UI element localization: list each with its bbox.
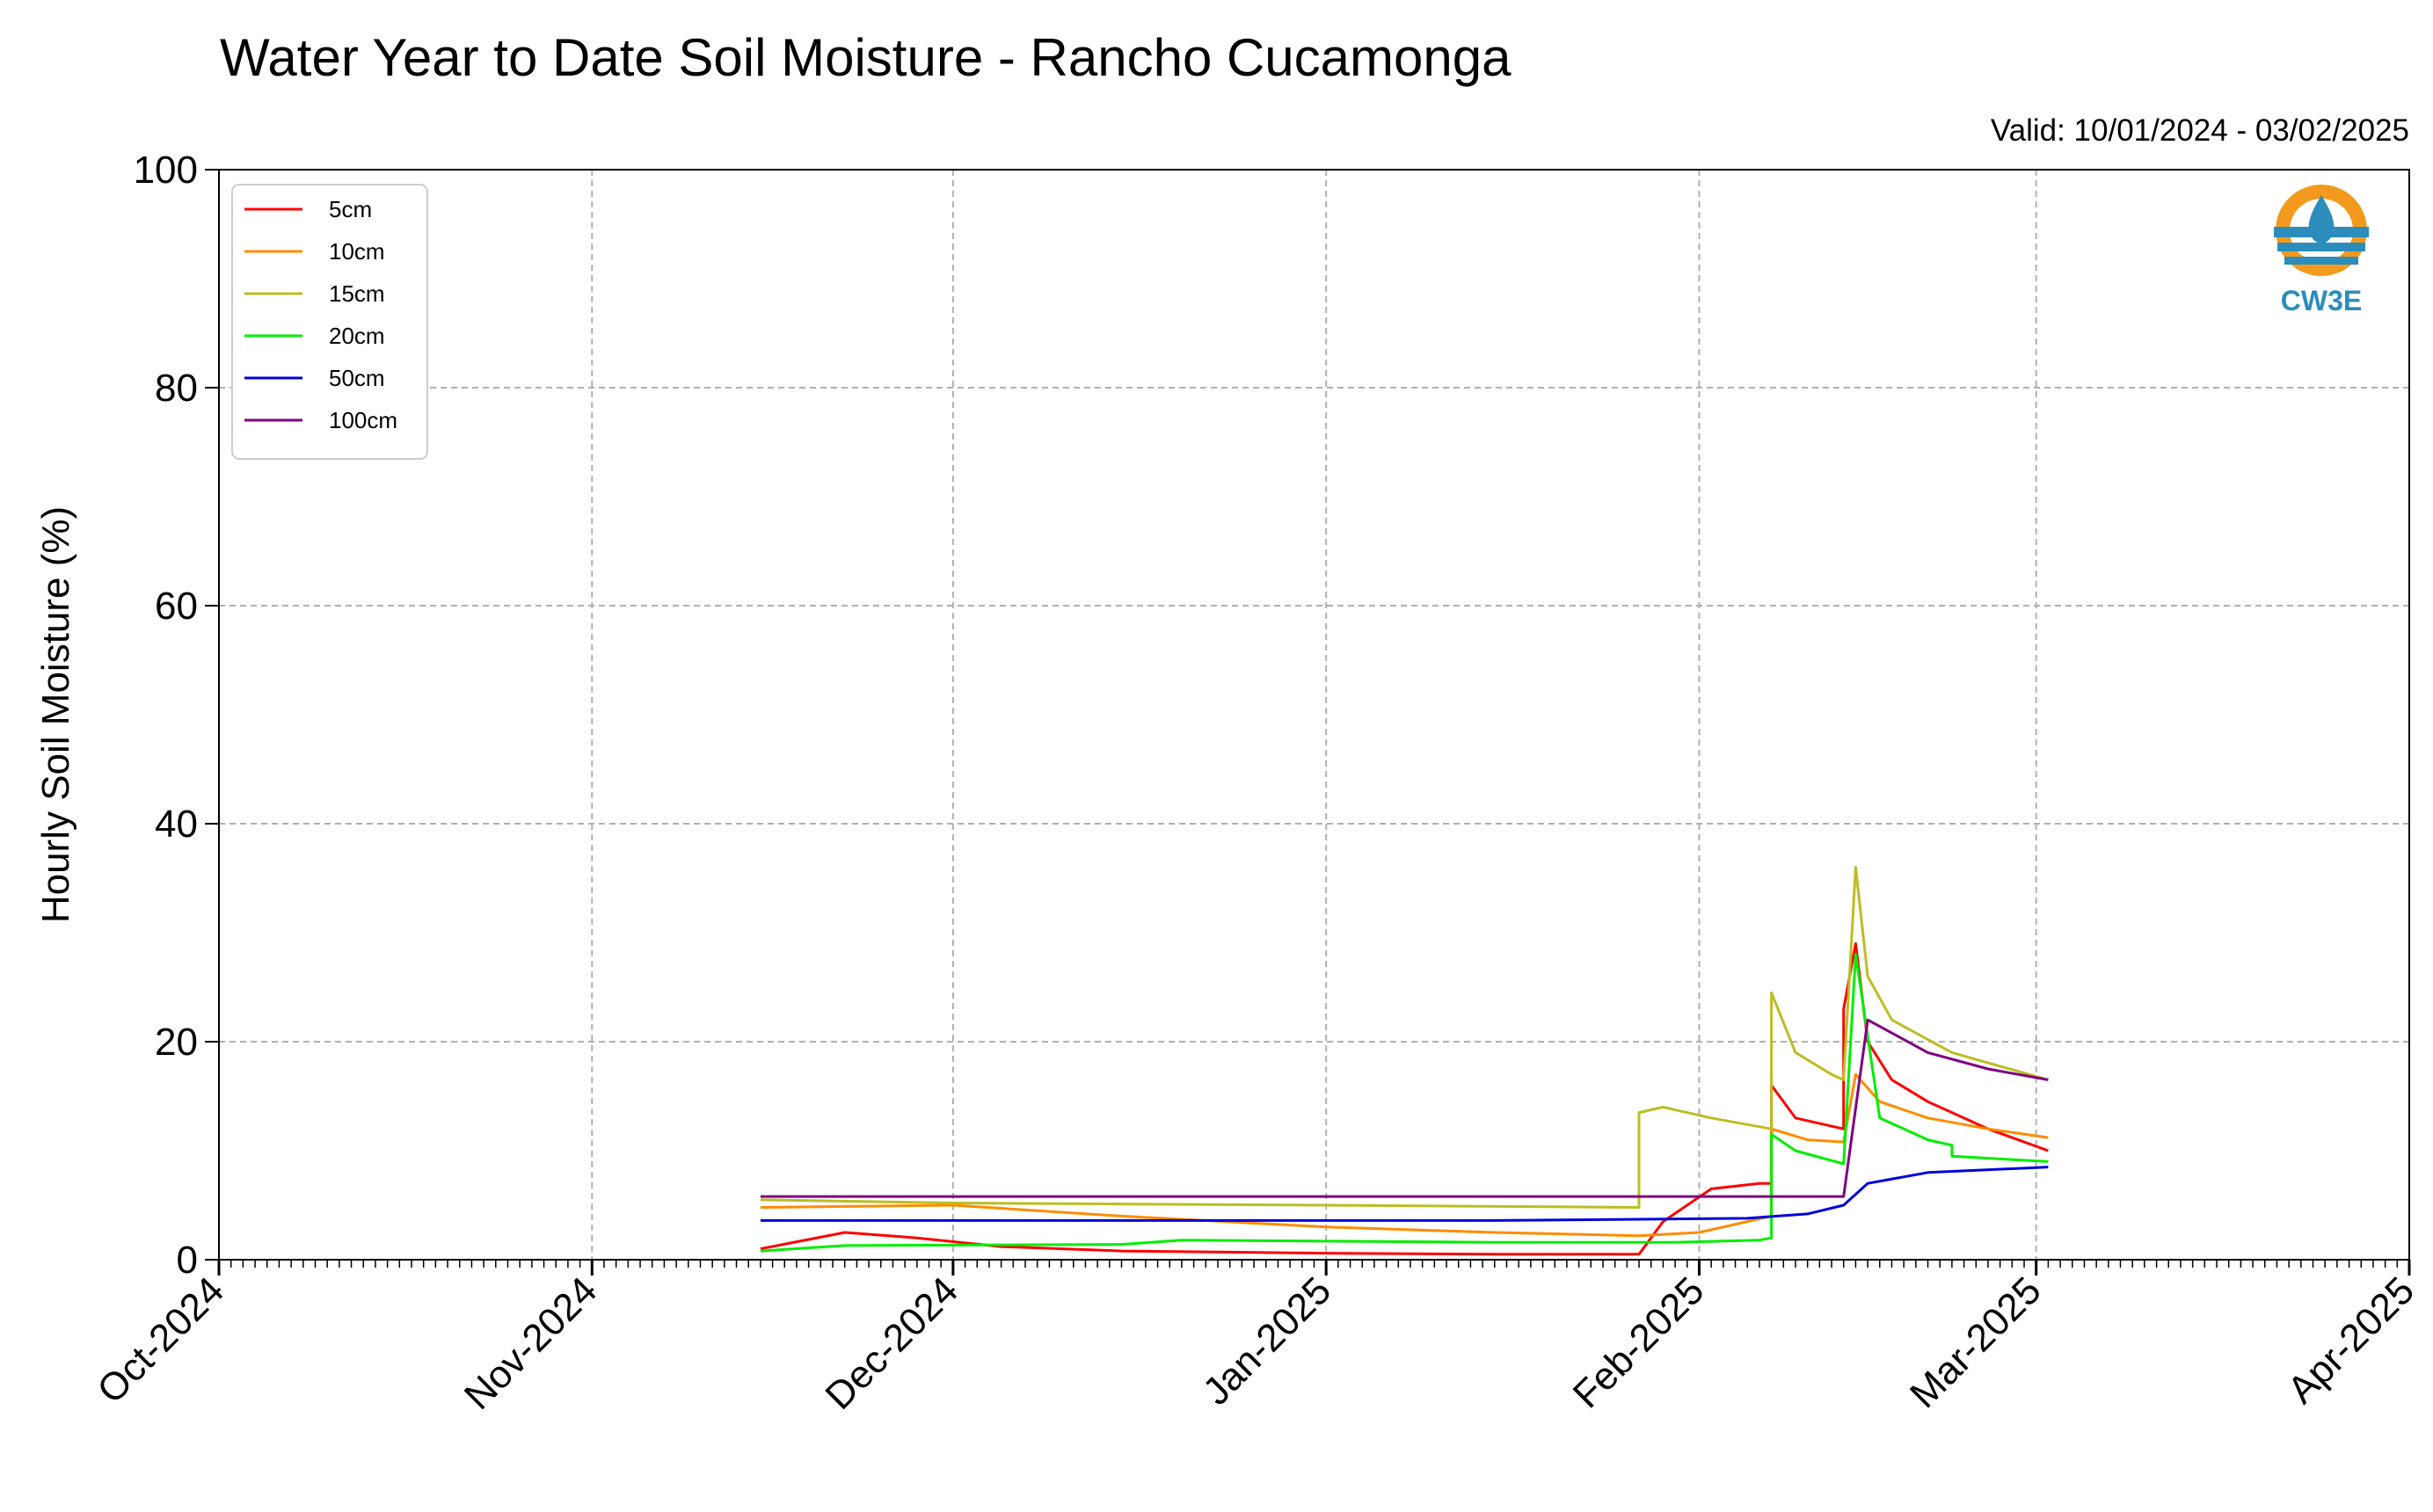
grid-lines: [219, 170, 2409, 1260]
legend-label: 5cm: [329, 196, 372, 222]
y-tick-label: 100: [134, 149, 198, 192]
series-line-15cm: [760, 866, 2049, 1209]
cw3e-logo: CW3E: [2274, 185, 2369, 316]
series-group: [760, 866, 2049, 1256]
logo-text: CW3E: [2281, 285, 2362, 316]
legend-label: 10cm: [329, 238, 385, 265]
legend-label: 100cm: [329, 407, 397, 433]
y-tick-label: 0: [177, 1239, 198, 1282]
water-drop-icon: [2274, 185, 2369, 276]
x-axis: Oct-2024 Nov-2024 Dec-2024 Jan-2025 Feb-2025…: [89, 1260, 2422, 1418]
legend: 5cm 10cm 15cm 20cm 50cm 100cm: [231, 184, 428, 460]
legend-box: [231, 184, 428, 460]
y-axis-label: Hourly Soil Moisture (%): [34, 506, 77, 923]
y-tick-label: 20: [155, 1021, 198, 1064]
series-line-20cm: [760, 953, 2049, 1253]
x-tick-label: Dec-2024: [817, 1268, 966, 1418]
y-tick-label: 80: [155, 367, 198, 410]
x-tick-label: Nov-2024: [456, 1268, 606, 1418]
x-tick-label: Feb-2025: [1565, 1268, 1713, 1416]
chart-title: Water Year to Date Soil Moisture - Ranch…: [220, 28, 1512, 87]
x-tick-label: Apr-2025: [2279, 1268, 2422, 1412]
x-tick-label: Oct-2024: [89, 1268, 232, 1412]
legend-label: 50cm: [329, 365, 385, 391]
series-line-50cm: [760, 1166, 2049, 1222]
legend-label: 15cm: [329, 280, 385, 307]
x-tick-label: Jan-2025: [1195, 1268, 1339, 1413]
valid-date-range: Valid: 10/01/2024 - 03/02/2025: [1991, 113, 2409, 148]
x-tick-label: Mar-2025: [1902, 1268, 2050, 1416]
series-line-100cm: [760, 1018, 2049, 1198]
plot-frame: [218, 169, 2410, 1261]
legend-label: 20cm: [329, 323, 385, 349]
y-tick-label: 60: [155, 585, 198, 628]
series-line-5cm: [760, 941, 2049, 1256]
y-tick-label: 40: [155, 803, 198, 846]
y-axis: 0 20 40 60 80 100: [134, 149, 219, 1282]
